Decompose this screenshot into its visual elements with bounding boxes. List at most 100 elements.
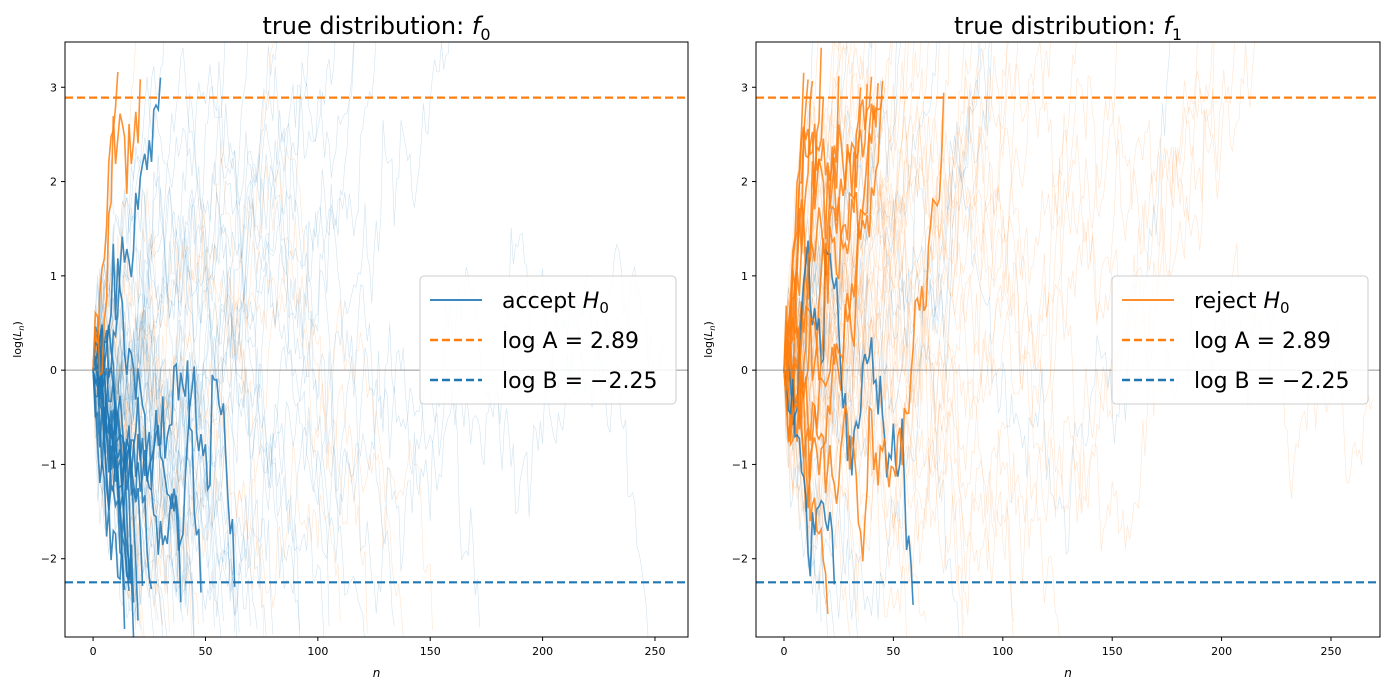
legend-text: log B = −2.25 <box>1194 369 1349 394</box>
highlight-path <box>92 243 182 603</box>
y-tick-label: 3 <box>741 81 748 94</box>
y-tick-label: 3 <box>50 81 57 94</box>
legend-label: accept H0 <box>502 289 609 317</box>
faint-path <box>783 42 1256 477</box>
legend-text: log A = 2.89 <box>1194 329 1331 354</box>
legend-text: log B = −2.25 <box>502 369 657 394</box>
faint-path <box>783 370 835 636</box>
faint-path <box>92 330 194 637</box>
faint-path <box>92 42 165 389</box>
plot-area <box>65 42 688 637</box>
highlight-path <box>783 76 840 372</box>
legend-text: accept <box>502 289 583 314</box>
y-tick-label: −2 <box>41 553 57 566</box>
legend-text: reject <box>1194 289 1263 314</box>
highlight-path <box>783 317 829 614</box>
faint-path <box>783 42 992 465</box>
faint-path <box>92 42 354 421</box>
chart-title: true distribution: f0 <box>262 12 490 44</box>
highlight-path <box>783 83 879 444</box>
x-tick-label: 50 <box>198 645 212 658</box>
faint-path <box>92 42 249 596</box>
y-tick-label: 2 <box>50 176 57 189</box>
faint-path <box>783 88 1014 637</box>
legend: reject H0 log A = 2.89 log B = −2.25 <box>1111 275 1369 405</box>
x-tick-label: 0 <box>781 645 788 658</box>
highlight-path <box>783 84 868 423</box>
y-tick-label: 1 <box>50 270 57 283</box>
x-tick-label: 200 <box>532 645 553 658</box>
y-tick-label: −1 <box>41 458 57 471</box>
legend-label: log B = −2.25 <box>502 369 657 394</box>
faint-path <box>783 42 1009 404</box>
x-tick-label: 250 <box>1320 645 1341 658</box>
faint-path <box>783 42 1117 513</box>
legend-math: H <box>583 289 600 314</box>
faint-path <box>92 215 433 631</box>
faint-path <box>783 42 873 371</box>
faint-path <box>92 42 336 508</box>
title-sub: 1 <box>1172 25 1182 44</box>
legend-label: log A = 2.89 <box>502 329 639 354</box>
faint-path <box>92 305 175 624</box>
x-tick-label: 100 <box>992 645 1013 658</box>
title-text: true distribution: <box>954 12 1163 40</box>
faint-path <box>92 42 309 400</box>
faint-path <box>783 315 1015 622</box>
y-tick-label: 2 <box>741 176 748 189</box>
faint-path <box>92 334 267 636</box>
faint-path <box>92 183 395 626</box>
faint-path <box>92 187 404 637</box>
faint-path <box>92 42 226 389</box>
faint-path <box>93 42 377 573</box>
highlight-path <box>783 80 884 513</box>
y-tick-label: 0 <box>741 364 748 377</box>
faint-path <box>92 42 450 455</box>
legend-text: log A = 2.89 <box>502 329 639 354</box>
title-text: true distribution: <box>262 12 471 40</box>
x-tick-label: 150 <box>420 645 441 658</box>
faint-path <box>92 161 301 631</box>
x-tick-label: 200 <box>1211 645 1232 658</box>
faint-path <box>783 185 964 637</box>
chart-title: true distribution: f1 <box>954 12 1182 44</box>
faint-path <box>783 42 1077 476</box>
legend-sub: 0 <box>599 299 609 317</box>
faint-path <box>92 145 300 637</box>
y-tick-label: −1 <box>732 458 748 471</box>
highlight-path <box>92 79 142 377</box>
y-tick-label: 1 <box>741 270 748 283</box>
faint-path <box>783 42 973 457</box>
x-tick-label: 250 <box>644 645 665 658</box>
title-sub: 0 <box>480 25 490 44</box>
faint-path <box>783 42 1236 587</box>
axes-frame <box>755 41 1381 638</box>
highlight-path <box>92 332 236 587</box>
panel-0: 0 50 100 150 200 250 −2 −1 0 1 2 3 n log(Ln) true dist… <box>11 12 689 680</box>
legend: accept H0 log A = 2.89 log B = −2.25 <box>419 275 677 405</box>
legend-label: log A = 2.89 <box>1194 329 1331 354</box>
faint-path <box>783 42 1198 551</box>
highlight-path <box>783 80 814 382</box>
x-axis-label: n <box>1064 666 1072 680</box>
faint-path <box>783 297 1060 637</box>
faint-path <box>92 356 258 629</box>
faint-path <box>92 259 341 622</box>
faint-path <box>92 139 368 634</box>
legend-label: reject H0 <box>1194 289 1290 317</box>
legend-sub: 0 <box>1280 299 1290 317</box>
x-tick-label: 50 <box>886 645 900 658</box>
faint-path <box>92 270 139 625</box>
x-tick-label: 100 <box>307 645 328 658</box>
faint-path <box>92 159 195 621</box>
faint-path <box>783 42 1018 446</box>
legend-box <box>419 275 677 405</box>
x-tick-label: 150 <box>1102 645 1123 658</box>
highlight-path <box>783 369 836 585</box>
x-axis-label: n <box>373 666 381 680</box>
faint-path <box>92 250 240 633</box>
legend-label: log B = −2.25 <box>1194 369 1349 394</box>
y-axis-label: log(Ln) <box>702 321 717 358</box>
